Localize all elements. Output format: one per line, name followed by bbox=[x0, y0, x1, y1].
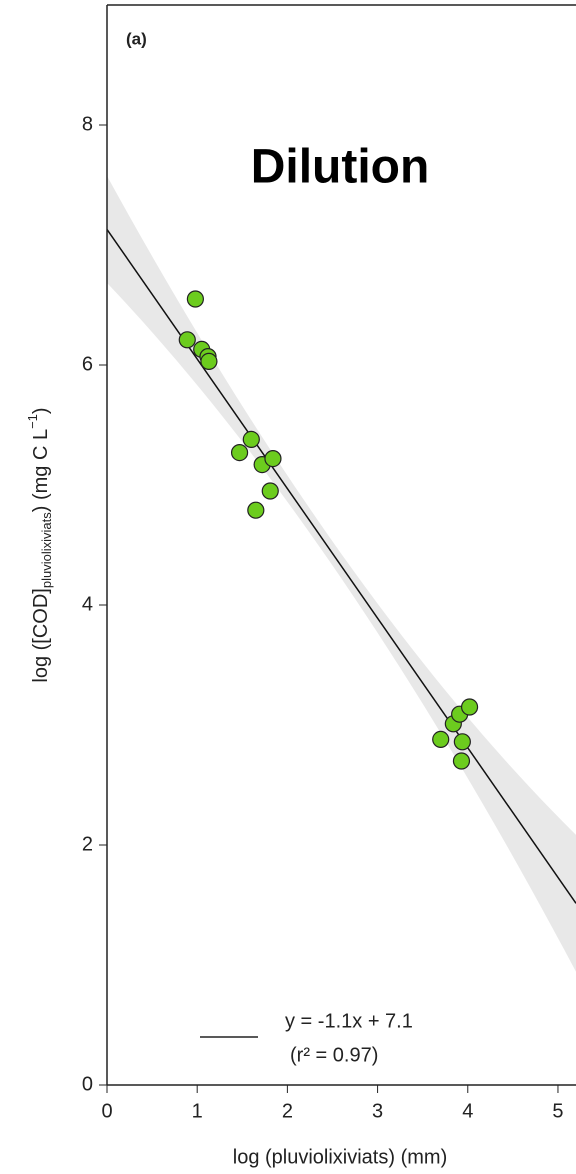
fit-line bbox=[106, 228, 576, 904]
x-tick-label: 4 bbox=[462, 1100, 473, 1122]
x-tick-label: 0 bbox=[101, 1100, 112, 1122]
legend-r2: (r² = 0.97) bbox=[290, 1044, 378, 1066]
panel-label: (a) bbox=[126, 29, 147, 48]
point bbox=[453, 733, 471, 751]
y-tick-label: 6 bbox=[82, 353, 93, 375]
point bbox=[186, 290, 204, 308]
point bbox=[432, 730, 450, 749]
point bbox=[264, 450, 282, 468]
y-axis-label: log ([COD]pluviolixiviats) (mg C L−1) bbox=[25, 407, 54, 682]
point bbox=[452, 752, 471, 770]
point bbox=[261, 482, 279, 500]
point bbox=[247, 501, 265, 519]
y-tick-label: 8 bbox=[82, 113, 93, 135]
legend-equation: y = -1.1x + 7.1 bbox=[285, 1010, 413, 1032]
confidence-band bbox=[107, 175, 576, 972]
point bbox=[230, 444, 249, 462]
point bbox=[242, 430, 260, 448]
y-tick-label: 0 bbox=[82, 1073, 93, 1095]
y-label-part: ) bbox=[30, 407, 52, 414]
y-label-sup: −1 bbox=[25, 414, 40, 429]
point bbox=[178, 331, 196, 349]
annotation: Dilution bbox=[251, 141, 430, 194]
x-tick-label: 5 bbox=[552, 1100, 563, 1122]
point bbox=[200, 352, 218, 370]
y-tick-label: 4 bbox=[82, 593, 93, 615]
x-tick-label: 3 bbox=[372, 1100, 383, 1122]
x-axis-label: log (pluviolixiviats) (mm) bbox=[233, 1146, 447, 1168]
y-label-part: log ([COD] bbox=[30, 588, 52, 682]
y-label-part: ) (mg C L bbox=[30, 429, 52, 512]
x-tick-label: 1 bbox=[192, 1100, 203, 1122]
x-tick-label: 2 bbox=[282, 1100, 293, 1122]
point bbox=[460, 698, 479, 716]
y-label-sub: pluviolixiviats bbox=[39, 512, 54, 588]
y-tick-label: 2 bbox=[82, 833, 93, 855]
